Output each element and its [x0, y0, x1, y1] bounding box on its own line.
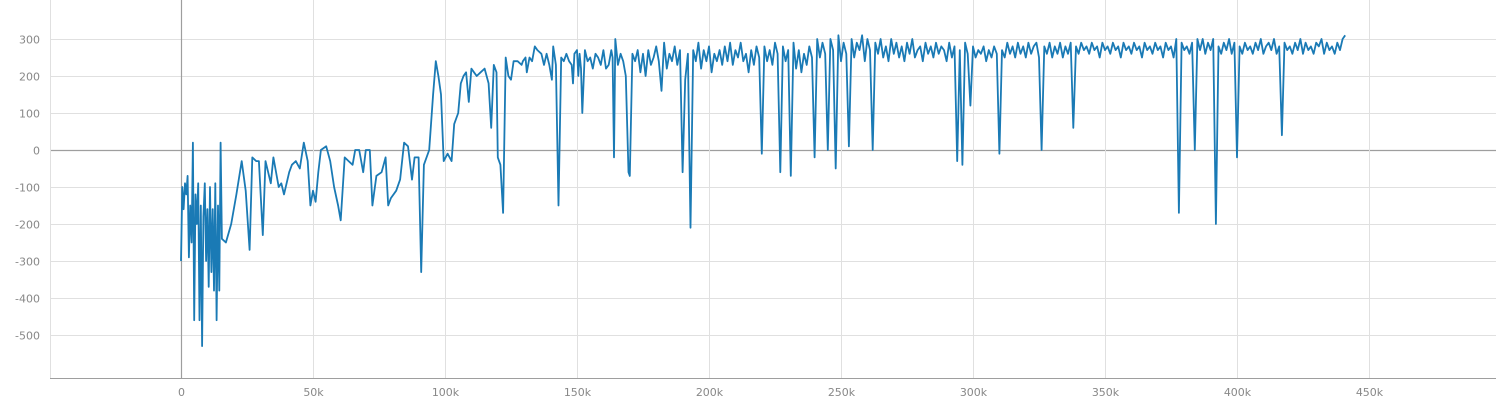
series-line-1	[180, 34, 1346, 348]
y-tick-label: 200	[19, 71, 40, 84]
x-tick-label: 100k	[432, 386, 460, 399]
x-tick-label: 50k	[303, 386, 324, 399]
tick-labels: -500 -400 -300 -200 -100 0 100 200 300 0 50k 100k 15…	[15, 34, 1384, 400]
y-tick-label: 300	[19, 34, 40, 47]
y-tick-label: -400	[15, 293, 40, 306]
grid-layer	[50, 0, 1496, 378]
series-layer	[180, 34, 1346, 348]
y-tick-label: 0	[33, 145, 40, 158]
y-tick-label: -500	[15, 330, 40, 343]
x-tick-label: 250k	[828, 386, 856, 399]
x-tick-label: 200k	[696, 386, 724, 399]
x-tick-label: 150k	[564, 386, 592, 399]
y-tick-label: -100	[15, 182, 40, 195]
x-tick-label: 400k	[1224, 386, 1252, 399]
x-tick-label: 350k	[1092, 386, 1120, 399]
y-tick-label: 100	[19, 108, 40, 121]
x-tick-label: 300k	[960, 386, 988, 399]
y-tick-label: -300	[15, 256, 40, 269]
axis-layer	[50, 0, 1496, 379]
x-tick-label: 450k	[1356, 386, 1384, 399]
x-tick-label: 0	[178, 386, 185, 399]
y-tick-label: -200	[15, 219, 40, 232]
